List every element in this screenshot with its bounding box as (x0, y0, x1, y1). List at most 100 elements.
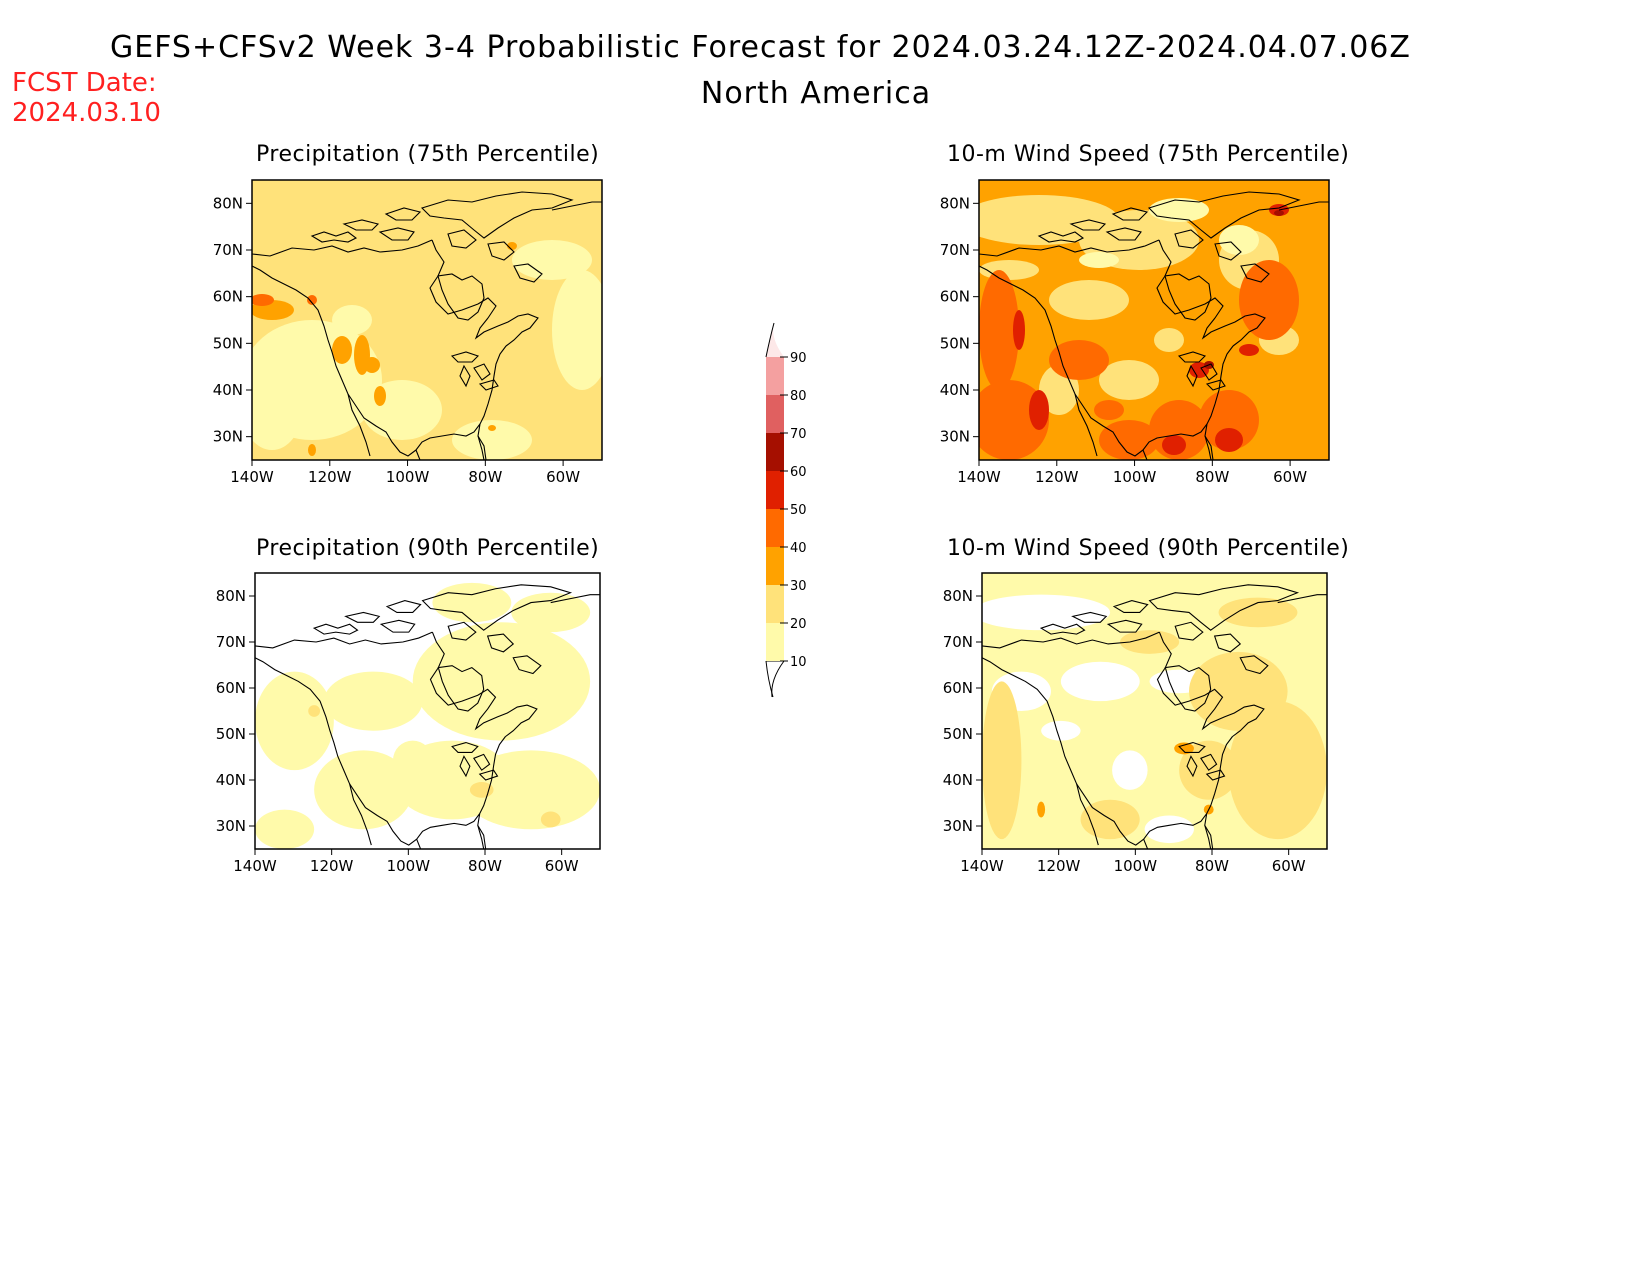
shaded-area (432, 582, 512, 623)
lat-tick-label: 80N (940, 194, 970, 212)
shaded-area (1228, 701, 1327, 840)
shaded-area (1094, 400, 1124, 420)
shaded-area (1162, 435, 1186, 455)
map-panel-precip-90: 140W 120W 100W 80W 60W 30N 40N 50N 60N 70N 80N (216, 572, 601, 875)
shaded-area (540, 811, 561, 828)
lon-tick-label: 100W (1113, 468, 1157, 486)
lon-tick-label: 80W (1195, 468, 1229, 486)
main-title: GEFS+CFSv2 Week 3-4 Probabilistic Foreca… (110, 30, 1411, 65)
shaded-area (252, 370, 302, 450)
lat-tick-label: 80N (943, 587, 973, 605)
shaded-area (511, 592, 591, 633)
lat-tick-label: 60N (943, 679, 973, 697)
shaded-area (1239, 344, 1259, 356)
shaded-area (307, 295, 317, 305)
shaded-area (1199, 390, 1259, 450)
lon-tick-label: 140W (230, 468, 274, 486)
map-panel-precip-75: 140W 120W 100W 80W 60W 30N 40N 50N 60N 70N 80N (213, 179, 603, 486)
shaded-area (255, 809, 315, 849)
forecast-date: FCST Date: 2024.03.10 (12, 68, 161, 128)
shaded-area (374, 386, 386, 406)
map-frame (981, 572, 1328, 850)
colorbar-segment (766, 471, 784, 509)
lat-tick-label: 40N (213, 381, 243, 399)
map-panel-wind-75: 140W 120W 100W 80W 60W 30N 40N 50N 60N 70N 80N (940, 179, 1330, 486)
shaded-area (1189, 362, 1209, 378)
lon-tick-label: 60W (546, 468, 580, 486)
lat-tick-label: 70N (216, 633, 246, 651)
shaded-area (252, 294, 274, 306)
lon-tick-label: 120W (1035, 468, 1079, 486)
lat-tick-label: 40N (940, 381, 970, 399)
shaded-area (1120, 630, 1180, 654)
forecast-date-label: FCST Date: (12, 68, 157, 98)
shaded-area (255, 671, 334, 771)
shaded-area (1239, 260, 1299, 340)
shaded-area (512, 240, 592, 280)
shaded-area (1189, 651, 1288, 731)
shaded-area (1154, 328, 1184, 352)
shaded-area (1274, 210, 1284, 216)
colorbar-segment (766, 585, 784, 623)
shaded-area (1037, 801, 1046, 818)
shaded-area (488, 425, 496, 431)
shaded-area (982, 681, 1022, 840)
lat-tick-label: 70N (213, 241, 243, 259)
lat-tick-label: 40N (216, 771, 246, 789)
shaded-area (1099, 420, 1159, 460)
lon-tick-label: 100W (1114, 857, 1158, 875)
lat-tick-label: 70N (943, 633, 973, 651)
shaded-area (332, 305, 372, 335)
map-frame (978, 179, 1330, 461)
shaded-area (1060, 661, 1140, 702)
lon-tick-label: 60W (1273, 468, 1307, 486)
shaded-area (1174, 742, 1194, 755)
shaded-area (314, 750, 413, 830)
shaded-area (1079, 252, 1119, 268)
colorbar-top-edge (765, 322, 775, 358)
colorbar-legend: 10 20 30 40 50 60 70 80 90 (765, 322, 807, 698)
colorbar-label: 30 (790, 579, 807, 594)
colorbar-segment (766, 433, 784, 471)
colorbar-segment (766, 509, 784, 547)
colorbar-segment (766, 623, 784, 661)
lat-tick-label: 40N (943, 771, 973, 789)
lat-tick-label: 80N (213, 194, 243, 212)
shaded-area (1049, 280, 1129, 320)
colorbar-label: 50 (790, 503, 807, 518)
shaded-area (1029, 390, 1049, 430)
shaded-area (979, 260, 1039, 280)
lat-tick-label: 50N (213, 334, 243, 352)
lat-tick-label: 60N (940, 288, 970, 306)
lat-tick-label: 80N (216, 587, 246, 605)
shaded-area (1112, 750, 1148, 790)
lon-tick-label: 60W (545, 857, 579, 875)
colorbar-label: 80 (790, 389, 807, 404)
colorbar-label: 10 (790, 655, 807, 670)
colorbar-segment (766, 357, 784, 395)
panel-title-precip-75: Precipitation (75th Percentile) (256, 142, 600, 167)
shaded-area (393, 740, 433, 780)
colorbar-label: 20 (790, 617, 807, 632)
shaded-area (308, 705, 321, 717)
lon-tick-label: 140W (957, 468, 1001, 486)
colorbar-label: 40 (790, 541, 807, 556)
lat-tick-label: 60N (216, 679, 246, 697)
lon-tick-label: 140W (960, 857, 1004, 875)
shaded-area (1215, 428, 1243, 452)
lat-tick-label: 30N (213, 428, 243, 446)
shaded-area (982, 594, 1111, 631)
colorbar-label: 70 (790, 427, 807, 442)
shaded-area (324, 671, 423, 731)
colorbar-bottom-edge (765, 660, 774, 698)
colorbar-segment (766, 547, 784, 585)
map-panel-wind-90: 140W 120W 100W 80W 60W 30N 40N 50N 60N 70N 80N (943, 572, 1328, 875)
panel-title-precip-90: Precipitation (90th Percentile) (256, 536, 600, 561)
shaded-area (452, 420, 532, 460)
lat-tick-label: 30N (943, 817, 973, 835)
shaded-area (1049, 340, 1109, 380)
shaded-area (362, 380, 442, 440)
lon-tick-label: 120W (308, 468, 352, 486)
lon-tick-label: 100W (386, 468, 430, 486)
panel-title-wind-75: 10-m Wind Speed (75th Percentile) (947, 142, 1350, 167)
